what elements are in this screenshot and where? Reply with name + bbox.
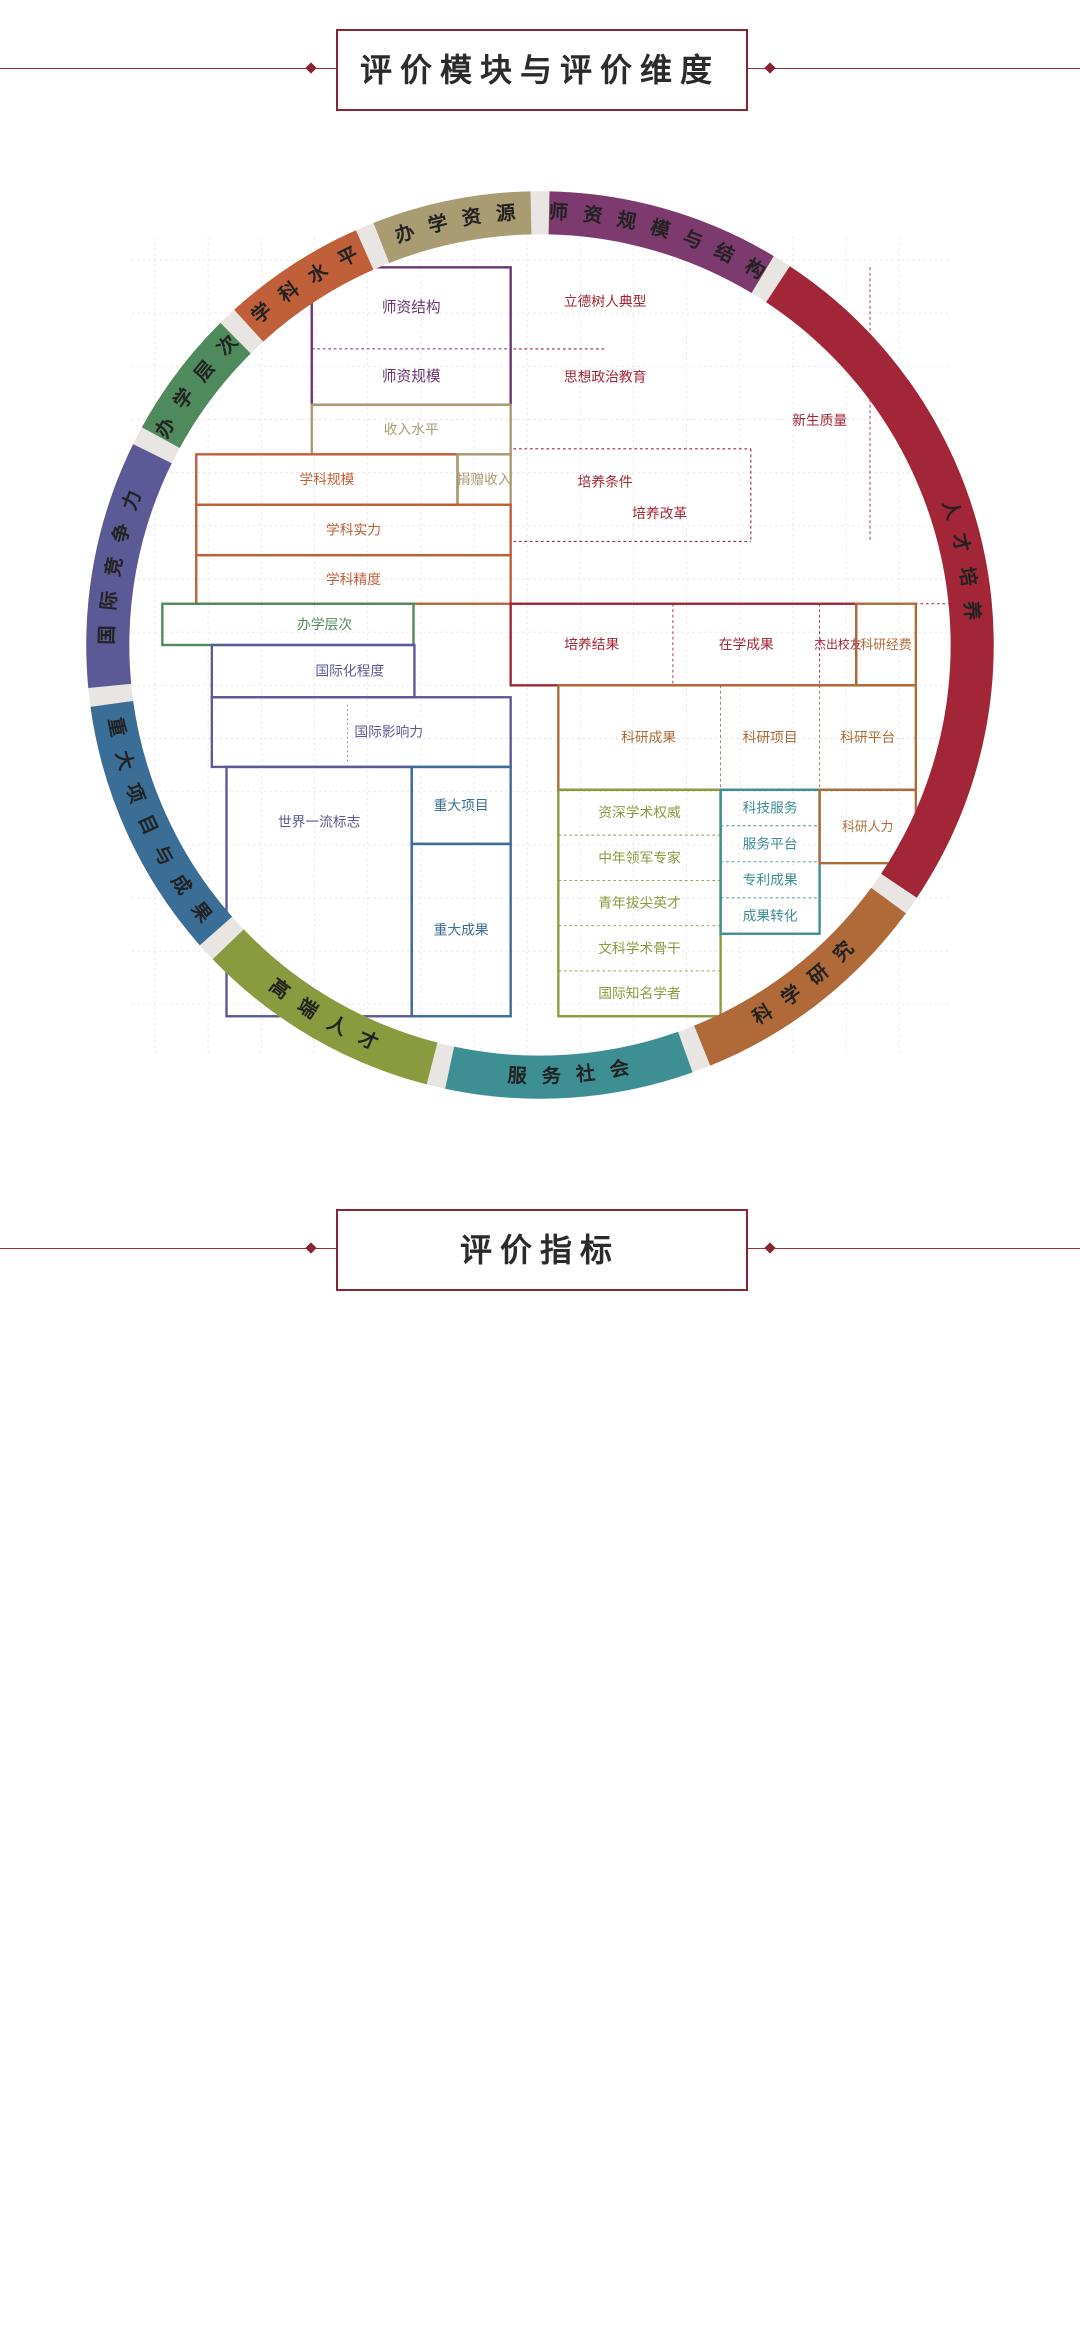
svg-text:培: 培 bbox=[955, 565, 981, 588]
svg-text:思想政治教育: 思想政治教育 bbox=[564, 369, 647, 384]
svg-text:务: 务 bbox=[541, 1064, 562, 1088]
svg-text:科研经费: 科研经费 bbox=[860, 637, 911, 652]
svg-text:在学成果: 在学成果 bbox=[719, 637, 774, 652]
svg-text:捐赠收入: 捐赠收入 bbox=[457, 472, 512, 487]
svg-text:际: 际 bbox=[98, 590, 122, 611]
svg-text:国: 国 bbox=[96, 625, 118, 645]
svg-text:科研平台: 科研平台 bbox=[840, 730, 895, 745]
svg-text:重大项目: 重大项目 bbox=[434, 798, 489, 813]
svg-text:青年拔尖英才: 青年拔尖英才 bbox=[598, 895, 681, 911]
svg-text:科研人力: 科研人力 bbox=[842, 819, 893, 834]
svg-text:师资结构: 师资结构 bbox=[382, 299, 441, 316]
svg-text:国际影响力: 国际影响力 bbox=[354, 725, 423, 740]
svg-text:养: 养 bbox=[960, 599, 985, 622]
svg-text:成果转化: 成果转化 bbox=[743, 908, 798, 923]
svg-text:资: 资 bbox=[460, 204, 483, 230]
svg-text:科研成果: 科研成果 bbox=[621, 730, 676, 745]
svg-text:学科精度: 学科精度 bbox=[326, 572, 381, 587]
svg-text:国际化程度: 国际化程度 bbox=[315, 664, 384, 679]
svg-text:重大成果: 重大成果 bbox=[434, 923, 489, 938]
svg-text:办学层次: 办学层次 bbox=[297, 617, 352, 632]
svg-text:资: 资 bbox=[582, 202, 604, 227]
svg-text:服务平台: 服务平台 bbox=[743, 836, 798, 851]
svg-text:培养结果: 培养结果 bbox=[564, 637, 619, 652]
svg-text:服: 服 bbox=[507, 1065, 528, 1088]
svg-text:收入水平: 收入水平 bbox=[384, 422, 439, 437]
svg-text:杰出校友: 杰出校友 bbox=[814, 638, 862, 652]
svg-text:立德树人典型: 立德树人典型 bbox=[564, 294, 647, 309]
svg-text:社: 社 bbox=[574, 1061, 597, 1086]
svg-text:中年领军专家: 中年领军专家 bbox=[598, 849, 681, 865]
svg-text:学科规模: 学科规模 bbox=[299, 472, 354, 487]
svg-text:科技服务: 科技服务 bbox=[743, 800, 798, 815]
svg-text:源: 源 bbox=[495, 201, 517, 226]
svg-text:文科学术骨干: 文科学术骨干 bbox=[598, 941, 681, 956]
svg-text:学科实力: 学科实力 bbox=[326, 522, 381, 537]
svg-text:国际知名学者: 国际知名学者 bbox=[598, 985, 681, 1001]
svg-text:专利成果: 专利成果 bbox=[743, 872, 798, 887]
svg-text:培养条件: 培养条件 bbox=[578, 473, 633, 489]
svg-text:重: 重 bbox=[104, 716, 129, 739]
svg-text:科研项目: 科研项目 bbox=[743, 730, 798, 745]
svg-text:培养改革: 培养改革 bbox=[632, 506, 687, 521]
svg-text:新生质量: 新生质量 bbox=[792, 413, 847, 428]
svg-text:师: 师 bbox=[548, 201, 568, 224]
svg-text:世界一流标志: 世界一流标志 bbox=[278, 814, 361, 829]
svg-text:师资规模: 师资规模 bbox=[382, 368, 441, 385]
svg-text:资深学术权威: 资深学术权威 bbox=[598, 804, 681, 820]
